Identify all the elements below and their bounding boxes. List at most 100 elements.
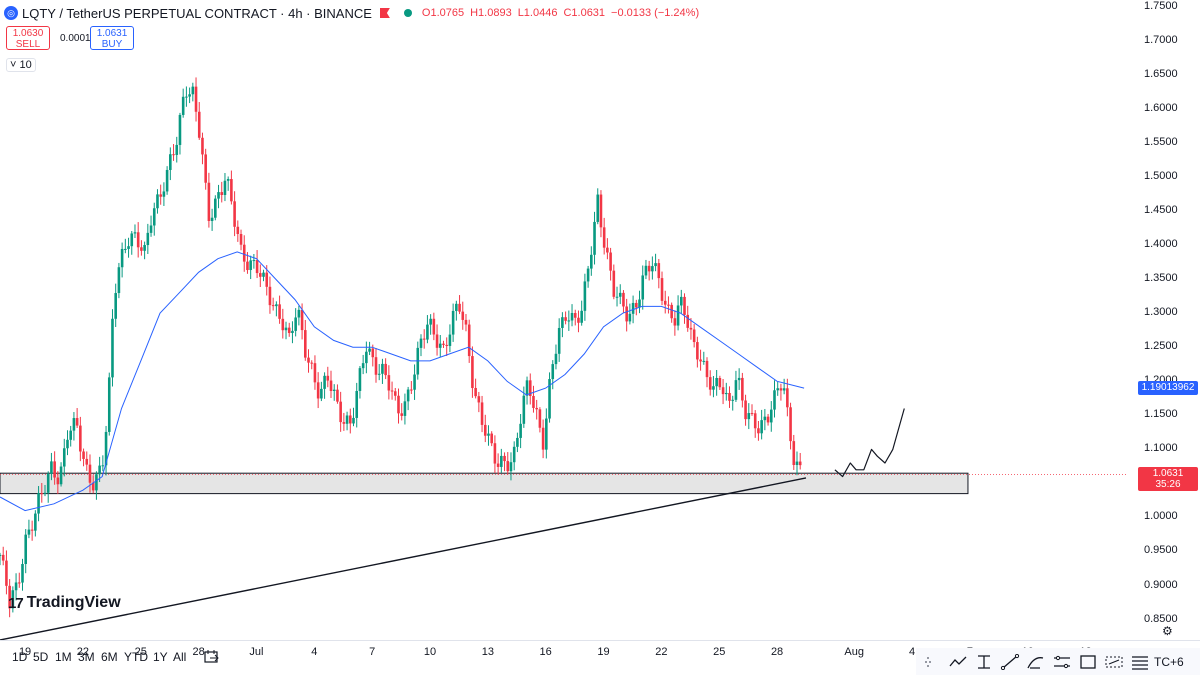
timeframe-1m[interactable]: 1M (55, 650, 72, 664)
symbol-title[interactable]: LQTY / TetherUS PERPETUAL CONTRACT · 4h … (22, 5, 372, 21)
candle (127, 237, 130, 258)
bottom-toolbar: 1D 5D 1M 3M 6M YTD 1Y All (0, 646, 1200, 675)
price-tick: 1.7000 (1144, 33, 1178, 46)
candle-body (500, 455, 503, 467)
lines-icon[interactable] (1130, 654, 1150, 670)
ohlc-change: −0.0133 (−1.24%) (611, 7, 700, 19)
candle (622, 290, 625, 313)
settings-gear-icon[interactable]: ⚙ (1162, 624, 1173, 638)
date-range-icon[interactable] (204, 650, 220, 664)
candle-body (188, 94, 191, 97)
candle (689, 318, 693, 340)
candle (503, 452, 506, 472)
time-tick: 25 (134, 646, 147, 658)
candle-body (291, 330, 294, 334)
candle (226, 176, 230, 191)
sell-button[interactable]: 1.0630 SELL (6, 26, 50, 50)
candle-body (303, 330, 307, 358)
candle (120, 242, 124, 278)
timeframe-1d[interactable]: 1D (12, 650, 28, 664)
candle-body (37, 493, 40, 514)
candle (602, 217, 606, 255)
buy-button[interactable]: 1.0631 BUY (90, 26, 134, 50)
candle (541, 419, 545, 459)
timeframe-5d[interactable]: 5D (33, 650, 49, 664)
candle (715, 369, 718, 396)
candle (37, 486, 40, 522)
flag-icon[interactable] (379, 8, 390, 18)
candle-body (741, 377, 744, 401)
timeframe-3m[interactable]: 3M (78, 650, 95, 664)
timezone-label[interactable]: TC+6 (1154, 654, 1184, 669)
candle-body (583, 281, 587, 311)
volume-toggle[interactable]: ˅ 10 (6, 58, 36, 72)
candle-body (699, 359, 702, 362)
brush-icon[interactable] (1026, 654, 1046, 670)
ruler-icon[interactable] (1052, 654, 1072, 670)
candle-body (62, 448, 66, 467)
candle-body (217, 192, 220, 199)
candle-body (124, 248, 127, 250)
candle-body (670, 304, 673, 319)
candle-body (493, 443, 497, 464)
candle-body (393, 391, 397, 396)
candle-body (422, 338, 426, 340)
candle (156, 189, 159, 214)
market-status-icon (403, 9, 412, 17)
candle (377, 364, 381, 381)
time-tick: 19 (597, 646, 610, 658)
candle-body (310, 362, 314, 364)
candle-body (715, 378, 718, 387)
candle-body (464, 319, 468, 325)
candle-body (72, 418, 76, 431)
time-tick: 10 (423, 646, 437, 658)
price-tick: 1.5500 (1144, 135, 1178, 148)
price-chart[interactable] (0, 0, 1200, 640)
timeframe-all[interactable]: All (173, 650, 187, 664)
candle (734, 370, 738, 402)
candle (24, 529, 28, 574)
line-icon[interactable] (1000, 653, 1020, 670)
candle-body (525, 380, 529, 396)
candle (438, 334, 442, 358)
candle-body (769, 409, 773, 423)
time-tick: 7 (369, 646, 376, 658)
candle-body (136, 232, 140, 248)
candle-body (528, 380, 532, 396)
candle (310, 360, 314, 370)
price-tick: 1.6000 (1144, 101, 1178, 114)
candle (545, 408, 548, 459)
candle-body (696, 342, 699, 360)
candle-body (368, 348, 371, 352)
candle-body (445, 344, 449, 346)
price-axis[interactable]: 1.7500 1.7000 1.6500 1.6000 1.5500 1.5000 1.45… (1128, 0, 1200, 640)
timeframe-6m[interactable]: 6M (101, 650, 118, 664)
price-tick: 0.8500 (1144, 612, 1178, 625)
candle-body (580, 310, 583, 323)
timeframe-ytd[interactable]: YTD (124, 650, 148, 664)
candle-body (564, 317, 567, 321)
candle-body (249, 260, 252, 271)
candle (207, 172, 211, 228)
candle (172, 144, 175, 161)
candle (480, 395, 484, 433)
candle-body (419, 338, 423, 348)
candle-body (724, 392, 728, 395)
buy-label: BUY (101, 39, 123, 50)
candle-body (268, 286, 272, 306)
trend-icon[interactable] (948, 654, 968, 670)
timeframe-1y[interactable]: 1Y (153, 650, 168, 664)
candle (667, 296, 670, 314)
candle-body (455, 303, 458, 311)
candle (663, 290, 667, 314)
candle (654, 253, 657, 272)
candle-body (766, 416, 770, 423)
dots-icon[interactable] (922, 654, 942, 670)
candle (718, 375, 722, 390)
candle (271, 297, 275, 311)
candle-body (538, 409, 542, 428)
candle-body (471, 356, 474, 388)
measure-icon[interactable] (1104, 654, 1124, 670)
rect-icon[interactable] (1078, 654, 1098, 670)
cursor-line-icon[interactable] (974, 654, 994, 670)
